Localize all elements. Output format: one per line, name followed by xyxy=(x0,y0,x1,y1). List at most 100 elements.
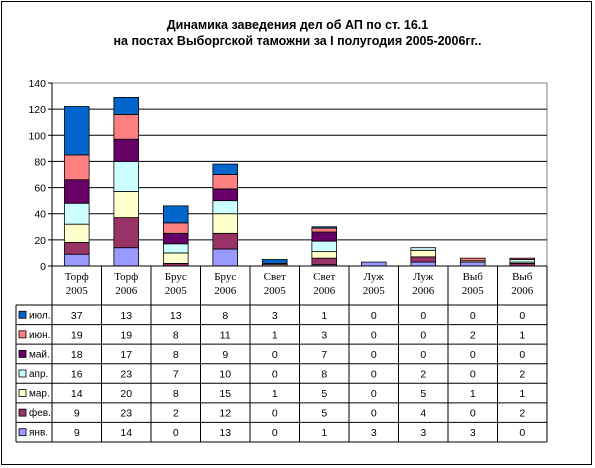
table-cell-value: 0 xyxy=(371,329,377,341)
legend-swatch xyxy=(18,310,27,319)
y-tick-label: 100 xyxy=(28,130,46,142)
bar-segment xyxy=(63,106,90,156)
table-cell-value: 4 xyxy=(420,408,426,420)
table-cell-value: 3 xyxy=(470,427,476,439)
table-cell-value: 0 xyxy=(420,349,426,361)
bar-segment xyxy=(113,138,140,162)
table-cell-value: 0 xyxy=(519,427,525,439)
category-label: 2005 xyxy=(462,285,485,297)
legend-label: мар. xyxy=(29,389,50,400)
category-label: Торф xyxy=(114,271,138,283)
table-cell-value: 5 xyxy=(420,388,426,400)
category-label: Свет xyxy=(264,271,286,283)
table-cell-value: 18 xyxy=(71,349,83,361)
table-cell-value: 8 xyxy=(173,388,179,400)
table-cell-value: 3 xyxy=(321,329,327,341)
table-cell-value: 0 xyxy=(470,408,476,420)
y-tick-label: 140 xyxy=(28,78,46,90)
bar-segment xyxy=(63,154,90,181)
bar-segment xyxy=(509,257,536,260)
table-cell-value: 2 xyxy=(420,369,426,381)
table-cell-value: 0 xyxy=(272,408,278,420)
table-cell-value: 0 xyxy=(420,329,426,341)
table-cell-value: 7 xyxy=(173,369,179,381)
category-label: Брус xyxy=(214,271,236,283)
bar-segment xyxy=(113,191,140,219)
y-tick-label: 20 xyxy=(34,235,46,247)
table-cell-value: 8 xyxy=(173,329,179,341)
legend-swatch xyxy=(18,389,27,397)
table-cell-value: 0 xyxy=(371,349,377,361)
category-label: Свет xyxy=(313,271,335,283)
table-cell-value: 5 xyxy=(321,408,327,420)
table-cell-value: 3 xyxy=(371,427,377,439)
bar-segment xyxy=(311,240,338,253)
table-cell-value: 37 xyxy=(71,310,83,322)
table-cell-value: 0 xyxy=(470,310,476,322)
bar-segment xyxy=(113,161,140,192)
table-cell-value: 0 xyxy=(272,369,278,381)
bar-segment xyxy=(162,252,189,264)
table-cell-value: 0 xyxy=(173,427,179,439)
y-tick-label: 40 xyxy=(34,209,46,221)
category-label: 2005 xyxy=(363,285,386,297)
legend-label: фев. xyxy=(29,407,51,419)
table-cell-value: 15 xyxy=(219,388,231,400)
table-cell-value: 2 xyxy=(173,408,179,420)
table-cell-value: 13 xyxy=(120,310,132,322)
table-cell-value: 0 xyxy=(470,369,476,381)
bar-segment xyxy=(113,113,140,140)
category-label: 2006 xyxy=(214,285,237,297)
bar-segment xyxy=(162,243,189,254)
legend-label: июн. xyxy=(29,330,50,341)
category-label: 2005 xyxy=(264,285,287,297)
legend-swatch xyxy=(18,350,27,358)
category-label: 2006 xyxy=(115,285,138,297)
y-tick-label: 120 xyxy=(28,104,46,116)
chart-title-block: Динамика заведения дел об АП по ст. 16.1… xyxy=(0,17,595,49)
bar-segment xyxy=(63,223,90,243)
bar-segment xyxy=(360,261,387,267)
table-cell-value: 9 xyxy=(74,427,80,439)
bar-segment xyxy=(63,179,90,204)
bar-segment xyxy=(212,248,239,267)
bar-segment xyxy=(212,174,239,190)
table-cell-value: 0 xyxy=(371,408,377,420)
bar-segment xyxy=(311,227,338,233)
table-cell-value: 10 xyxy=(219,369,231,381)
table-cell-value: 0 xyxy=(371,388,377,400)
bar-segment xyxy=(261,259,288,264)
table-cell-value: 12 xyxy=(219,408,231,420)
category-label: 2006 xyxy=(313,285,336,297)
table-cell-value: 19 xyxy=(71,329,83,341)
legend-swatch xyxy=(18,408,27,417)
table-cell-value: 0 xyxy=(371,369,377,381)
table-cell-value: 0 xyxy=(272,349,278,361)
table-cell-value: 7 xyxy=(321,349,327,361)
table-cell-value: 1 xyxy=(272,388,278,400)
table-cell-value: 14 xyxy=(120,427,132,439)
bar-segment xyxy=(212,163,239,175)
chart-title: Динамика заведения дел об АП по ст. 16.1 xyxy=(166,18,429,32)
y-tick-label: 0 xyxy=(40,261,46,273)
bar-segment xyxy=(410,249,437,258)
bar-segment xyxy=(63,242,90,255)
bar-segment xyxy=(212,213,239,234)
table-cell-value: 11 xyxy=(220,329,231,341)
category-label: Выб xyxy=(512,271,533,283)
legend-swatch xyxy=(18,428,27,437)
bar-segment xyxy=(162,205,189,224)
category-label: Торф xyxy=(65,271,89,283)
bar-segment xyxy=(162,222,189,234)
category-label: Брус xyxy=(165,271,187,283)
table-cell-value: 1 xyxy=(321,310,327,322)
table-cell-value: 8 xyxy=(321,369,327,381)
category-label: Выб xyxy=(463,271,484,283)
table-cell-value: 3 xyxy=(420,427,426,439)
table-cell-value: 1 xyxy=(470,388,476,400)
bar-segment xyxy=(162,232,189,245)
legend-label: май. xyxy=(29,349,50,360)
table-cell-value: 20 xyxy=(120,388,132,400)
bar-segment xyxy=(113,217,140,249)
bar-segment xyxy=(311,231,338,242)
